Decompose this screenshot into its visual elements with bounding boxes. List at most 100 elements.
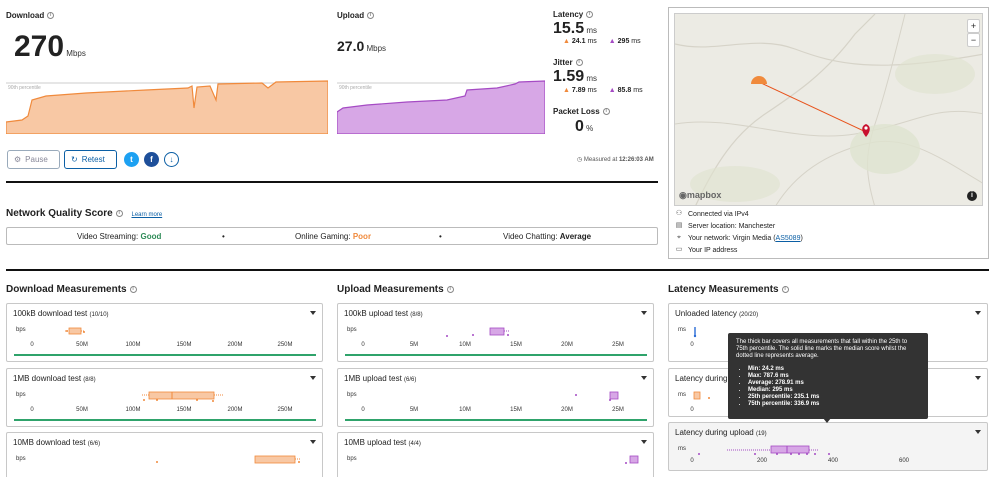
chevron-down-icon[interactable] — [641, 440, 647, 444]
ipv4-row: ⚇ Connected via IPv4 — [675, 210, 749, 218]
upload-value-row: 27.0 Mbps — [337, 38, 386, 54]
download-measurements-title: Download Measurements i — [6, 284, 137, 295]
arrow-down-icon: ▲ — [563, 87, 570, 94]
packet-loss-label: Packet Loss i — [553, 107, 610, 116]
info-icon[interactable]: i — [602, 108, 610, 116]
download-test-10mb[interactable]: 10MB download test (6/6) bps — [6, 432, 323, 477]
video-streaming-score: Video Streaming: Good — [77, 232, 162, 241]
learn-more-link[interactable]: Learn more — [131, 212, 163, 218]
info-icon[interactable]: i — [575, 59, 583, 67]
jitter-value: 1.59 — [553, 68, 585, 85]
info-icon[interactable]: i — [115, 209, 123, 217]
boxplot — [693, 391, 710, 400]
network-quality-title: Network Quality Score i Learn more — [6, 208, 163, 219]
user-location-marker — [751, 76, 767, 84]
server-row: ▤ Server location: Manchester — [675, 222, 776, 230]
info-icon[interactable]: i — [47, 12, 55, 20]
download-icon: ↓ — [169, 155, 174, 164]
upload-test-100kb[interactable]: 100kB upload test (8/8) bps 0 5M 10M 15M… — [337, 303, 654, 362]
upload-test-10mb[interactable]: 10MB upload test (4/4) bps — [337, 432, 654, 477]
arrow-up-icon: ▲ — [608, 87, 616, 94]
arrow-up-icon: ▲ — [608, 38, 616, 45]
twitter-icon: t — [130, 155, 133, 164]
chevron-down-icon[interactable] — [310, 311, 316, 315]
boxplot — [156, 455, 301, 464]
baseline — [345, 419, 647, 421]
jitter-label: Jitter i — [553, 58, 583, 67]
retest-button[interactable]: ↻ Retest — [64, 150, 117, 169]
monitor-icon: ▭ — [675, 246, 683, 253]
x-axis: 0 — [690, 342, 694, 348]
packet-loss-value-row: 0 % — [575, 118, 594, 135]
upload-value: 27.0 — [337, 38, 365, 54]
upload-measurements-title: Upload Measurements i — [337, 284, 454, 295]
x-axis: 0 5M 10M 15M 20M 25M — [361, 407, 624, 413]
info-icon[interactable]: i — [586, 11, 594, 19]
download-unit: Mbps — [66, 49, 86, 58]
map-info-button[interactable]: i — [967, 191, 977, 201]
chevron-down-icon[interactable] — [975, 376, 981, 380]
boxplot — [625, 455, 639, 464]
zoom-in-button[interactable]: + — [967, 19, 980, 33]
chevron-down-icon[interactable] — [975, 311, 981, 315]
chevron-down-icon[interactable] — [310, 376, 316, 380]
info-icon[interactable]: i — [446, 285, 454, 293]
facebook-share-button[interactable]: f — [144, 152, 159, 167]
download-value-row: 270 Mbps — [14, 30, 86, 64]
latency-loaded-row: ▲ 24.1 ms ▲ 295 ms — [563, 38, 641, 45]
latency-during-upload[interactable]: Latency during upload (19) ms 0 200 400 … — [668, 422, 988, 471]
latency-value: 15.5 — [553, 20, 585, 37]
boxplot — [446, 327, 510, 337]
download-value: 270 — [14, 30, 65, 63]
upload-percentile-label: 90th percentile — [339, 85, 372, 91]
download-test-1mb[interactable]: 1MB download test (8/8) bps 0 50M 100M 1… — [6, 368, 323, 427]
boxplot — [698, 445, 830, 455]
download-test-100kb[interactable]: 100kB download test (10/10) bps 0 50M 10… — [6, 303, 323, 362]
chevron-down-icon[interactable] — [310, 440, 316, 444]
boxplot — [575, 391, 619, 401]
x-axis: 0 200 400 600 — [690, 458, 910, 464]
connection-details: ⚇ Connected via IPv4 ▤ Server location: Ma… — [675, 210, 975, 260]
chevron-down-icon[interactable] — [975, 430, 981, 434]
x-axis: 0 50M 100M 150M 200M 250M — [30, 342, 293, 348]
connection-line — [758, 81, 867, 133]
info-icon[interactable]: i — [367, 12, 375, 20]
zoom-out-button[interactable]: − — [967, 33, 980, 47]
baseline — [14, 419, 316, 421]
pause-icon: ⚙ — [14, 155, 22, 164]
ip-row: ▭ Your IP address — [675, 246, 738, 254]
info-icon[interactable]: i — [781, 285, 789, 293]
info-icon[interactable]: i — [129, 285, 137, 293]
baseline — [345, 354, 647, 356]
upload-chart: 90th percentile — [337, 80, 545, 134]
asn-link[interactable]: AS5089 — [775, 234, 801, 242]
chevron-down-icon[interactable] — [641, 311, 647, 315]
boxplot-tooltip: The thick bar covers all measurements th… — [728, 333, 928, 419]
upload-unit: Mbps — [366, 44, 387, 53]
server-location-pin — [862, 124, 870, 137]
pause-button[interactable]: ⚙ Pause — [7, 150, 60, 169]
boxplot — [693, 327, 697, 338]
network-quality-box: Video Streaming: Good • Online Gaming: P… — [6, 227, 658, 245]
divider — [6, 269, 989, 271]
upload-test-1mb[interactable]: 1MB upload test (6/6) bps 0 5M 10M 15M 2… — [337, 368, 654, 427]
map-canvas — [675, 14, 982, 205]
download-percentile-label: 90th percentile — [8, 85, 41, 91]
download-chart: 90th percentile — [6, 80, 328, 134]
download-results-button[interactable]: ↓ — [164, 152, 179, 167]
video-chatting-score: Video Chatting: Average — [503, 232, 592, 241]
mapbox-icon: ◉ — [679, 190, 687, 200]
tooltip-stats: Min: 24.2 ms Max: 787.6 ms Average: 278.… — [736, 366, 920, 408]
latency-value-row: 15.5 ms — [553, 20, 598, 37]
chevron-down-icon[interactable] — [641, 376, 647, 380]
upload-label: Upload i — [337, 11, 375, 20]
divider — [6, 181, 658, 183]
separator-dot: • — [222, 232, 225, 241]
map[interactable]: + − ◉mapbox i — [674, 13, 983, 206]
boxplot — [142, 391, 224, 402]
twitter-share-button[interactable]: t — [124, 152, 139, 167]
x-axis: 0 50M 100M 150M 200M 250M — [30, 407, 293, 413]
latency-label: Latency i — [553, 10, 594, 19]
latency-measurements-title: Latency Measurements i — [668, 284, 789, 295]
packet-loss-value: 0 — [575, 118, 584, 135]
